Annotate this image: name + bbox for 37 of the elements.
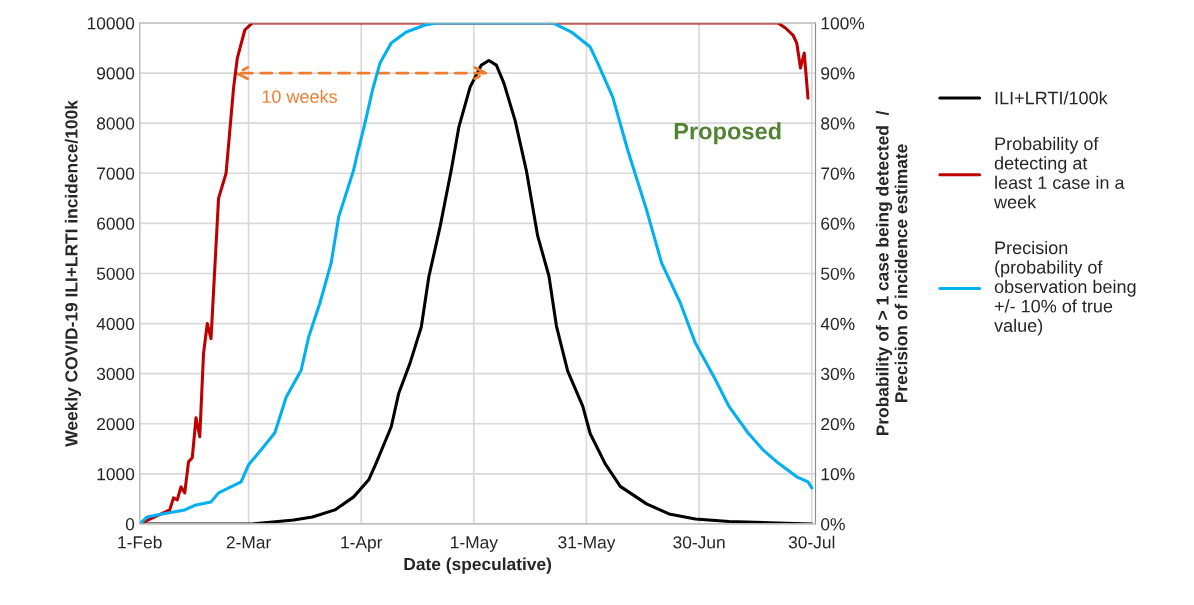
x-tick-label: 31-May: [558, 536, 616, 552]
y-tick-label: 0: [125, 518, 135, 531]
x-tick-label: 1-Apr: [341, 536, 383, 552]
y-tick-label: 4000: [96, 317, 135, 331]
y-axis-title: Weekly COVID-19 ILI+LRTI incidence/100k: [64, 100, 82, 447]
y-tick-label: 10000: [87, 17, 135, 30]
y-tick-label: 7000: [97, 167, 135, 180]
y-tick-label: 1000: [97, 468, 135, 481]
y2-tick-label: 0%: [821, 518, 845, 531]
y-tick-label: 8000: [96, 117, 135, 130]
x-tick-label: 1-Feb: [118, 535, 162, 549]
y2-tick-label: 40%: [820, 317, 855, 331]
y2-tick-label: 70%: [821, 167, 855, 180]
x-tick-label: 1-May: [451, 536, 498, 552]
legend-label: ILI+LRTI/100k: [995, 91, 1108, 105]
y2-tick-label: 100%: [821, 17, 865, 30]
y2-axis-title: Probability of > 1 case being detected / Precision of incidence estimate: [875, 110, 908, 436]
x-axis-title: Date (speculative): [404, 557, 552, 574]
x-tick-label: 30-Jun: [673, 536, 725, 549]
legend-label: Probability of detecting at least 1 case in a week: [994, 136, 1125, 209]
y2-tick-label: 50%: [821, 267, 855, 280]
y-tick-label: 2000: [97, 417, 135, 431]
annotation: Proposed: [674, 122, 781, 145]
y2-tick-label: 60%: [821, 217, 855, 230]
y2-tick-label: 30%: [821, 367, 855, 381]
legend-label: Precision (probability of observation being +/- 10% of true value): [994, 240, 1136, 336]
x-tick-label: 30-Jul: [788, 535, 835, 549]
y2-tick-label: 20%: [821, 417, 855, 431]
y2-tick-label: 90%: [821, 67, 855, 80]
y2-tick-label: 10%: [821, 468, 855, 481]
annotation: 10 weeks: [262, 89, 337, 104]
y-tick-label: 3000: [96, 367, 135, 381]
y-tick-label: 5000: [96, 267, 135, 280]
y-tick-label: 6000: [97, 217, 135, 230]
y-tick-label: 9000: [97, 67, 135, 80]
x-tick-label: 2-Mar: [226, 536, 271, 549]
y2-tick-label: 80%: [821, 117, 855, 130]
